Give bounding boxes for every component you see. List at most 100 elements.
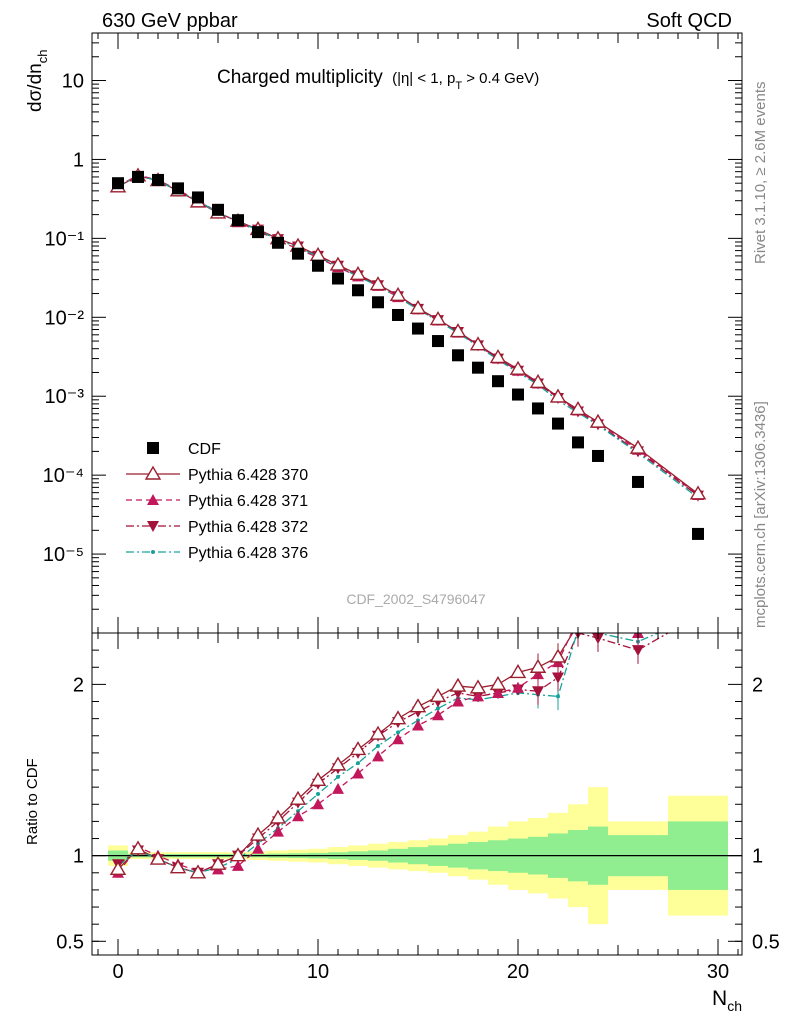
mc-marker-0 [369, 276, 387, 291]
y-axis-label-ratio: Ratio to CDF [24, 758, 41, 845]
cdf-point [492, 375, 504, 388]
x-tick-label: 0 [112, 961, 123, 983]
y-axis-label-main: dσ/dnch [25, 50, 50, 112]
ratio-marker-1 [432, 709, 444, 721]
y-tick-label: 10 [62, 71, 84, 93]
ratio-marker-0 [329, 756, 347, 771]
cdf-point [372, 296, 384, 309]
mc-marker-0 [629, 439, 647, 454]
ratio-marker-2 [552, 672, 564, 684]
ratio-y-tick-label-right: 0.5 [752, 931, 780, 953]
ratio-marker-2 [532, 686, 544, 698]
cdf-point [272, 236, 284, 249]
ratio-marker-3 [436, 706, 440, 711]
ratio-marker-1 [392, 733, 404, 745]
cdf-point [472, 361, 484, 374]
ratio-marker-0 [489, 675, 507, 691]
ratio-marker-0 [269, 809, 287, 824]
mcplots-reference-label: mcplots.cern.ch [arXiv:1306.3436] [752, 401, 769, 628]
ratio-y-tick-label-right: 1 [752, 846, 763, 868]
cdf-point [312, 259, 324, 272]
mc-line-2 [117, 175, 699, 497]
ratio-marker-0 [349, 741, 367, 756]
ratio-marker-0 [209, 855, 227, 870]
legend-label-2: Pythia 6.428 371 [188, 493, 308, 510]
ratio-marker-0 [469, 679, 487, 694]
main-panel: 10 1 10⁻¹ 10⁻² 10⁻³ 10⁻⁴ 10⁻⁵ Charged multipli… [25, 32, 743, 634]
y-tick-label: 10⁻⁵ [43, 544, 84, 566]
mc-marker-0 [689, 485, 707, 500]
legend-marker-3 [147, 521, 159, 532]
mc-marker-0 [569, 401, 587, 416]
cdf-point [432, 335, 444, 348]
cdf-point [692, 527, 704, 540]
y-tick-label: 10⁻² [45, 307, 85, 329]
legend-marker-4 [151, 550, 155, 554]
ratio-y-tick-label: 0.5 [56, 931, 84, 953]
ratio-marker-3 [356, 761, 360, 766]
cdf-point [452, 349, 464, 362]
cdf-point [152, 173, 164, 186]
ratio-marker-2 [632, 645, 644, 657]
ratio-panel: 2 2 1 1 0.5 0.5 0 10 20 30 Ratio to CDF Nch [24, 611, 780, 1014]
ratio-marker-0 [149, 850, 167, 865]
ratio-marker-1 [292, 810, 304, 822]
ratio-y-tick-label: 2 [73, 674, 84, 696]
ratio-marker-1 [372, 750, 384, 762]
legend-label-1: Pythia 6.428 370 [188, 467, 308, 484]
y-tick-label: 10⁻⁴ [43, 465, 84, 487]
cdf-point [552, 417, 564, 430]
cdf-point [232, 214, 244, 227]
ratio-marker-1 [312, 798, 324, 810]
ratio-marker-3 [336, 774, 340, 779]
ratio-marker-0 [509, 664, 527, 679]
rivet-version-label: Rivet 3.1.10, ≥ 2.6M events [752, 82, 769, 265]
mc-marker-0 [529, 373, 547, 389]
ratio-marker-3 [316, 792, 320, 796]
ratio-marker-3 [696, 614, 700, 618]
cdf-point [352, 284, 364, 297]
cdf-point [592, 449, 604, 462]
ratio-marker-1 [352, 767, 364, 779]
cdf-point [532, 402, 544, 415]
chart-title: Charged multiplicity (|η| < 1, pT > 0.4 … [217, 67, 539, 92]
legend-marker-1 [144, 465, 162, 480]
ratio-marker-1 [232, 859, 244, 871]
ratio-marker-1 [252, 842, 264, 854]
ratio-marker-0 [109, 860, 127, 876]
legend-label-0: CDF [188, 441, 221, 458]
mc-marker-0 [429, 311, 447, 326]
ratio-marker-1 [472, 690, 484, 702]
cdf-point [332, 272, 344, 285]
ratio-marker-0 [549, 648, 567, 663]
cdf-point [292, 247, 304, 260]
legend-marker-0 [147, 442, 159, 454]
mc-marker-0 [589, 413, 607, 428]
cdf-point [412, 322, 424, 335]
ratio-y-tick-label: 1 [73, 846, 84, 868]
ratio-marker-1 [412, 719, 424, 731]
y-tick-label: 10⁻¹ [45, 228, 85, 250]
ratio-marker-0 [129, 840, 147, 855]
ratio-marker-0 [189, 864, 207, 879]
cdf-point [212, 203, 224, 216]
mc-marker-0 [469, 336, 487, 351]
ratio-marker-1 [492, 686, 504, 698]
ratio-marker-2 [692, 611, 704, 622]
legend-label-3: Pythia 6.428 372 [188, 519, 308, 536]
ratio-marker-0 [169, 859, 187, 874]
ratio-marker-3 [376, 744, 380, 749]
ratio-marker-0 [309, 771, 327, 786]
energy-label: 630 GeV ppbar [102, 10, 238, 32]
ratio-marker-1 [272, 825, 284, 837]
mc-line-3 [117, 175, 699, 499]
cdf-point [112, 177, 124, 190]
ratio-marker-0 [529, 658, 547, 673]
mc-marker-0 [489, 349, 507, 364]
cdf-point [512, 388, 524, 401]
ratio-marker-0 [369, 725, 387, 740]
ratio-marker-0 [389, 710, 407, 725]
legend: CDF Pythia 6.428 370 Pythia 6.428 371 Pythi… [126, 441, 308, 562]
cdf-point [172, 182, 184, 195]
